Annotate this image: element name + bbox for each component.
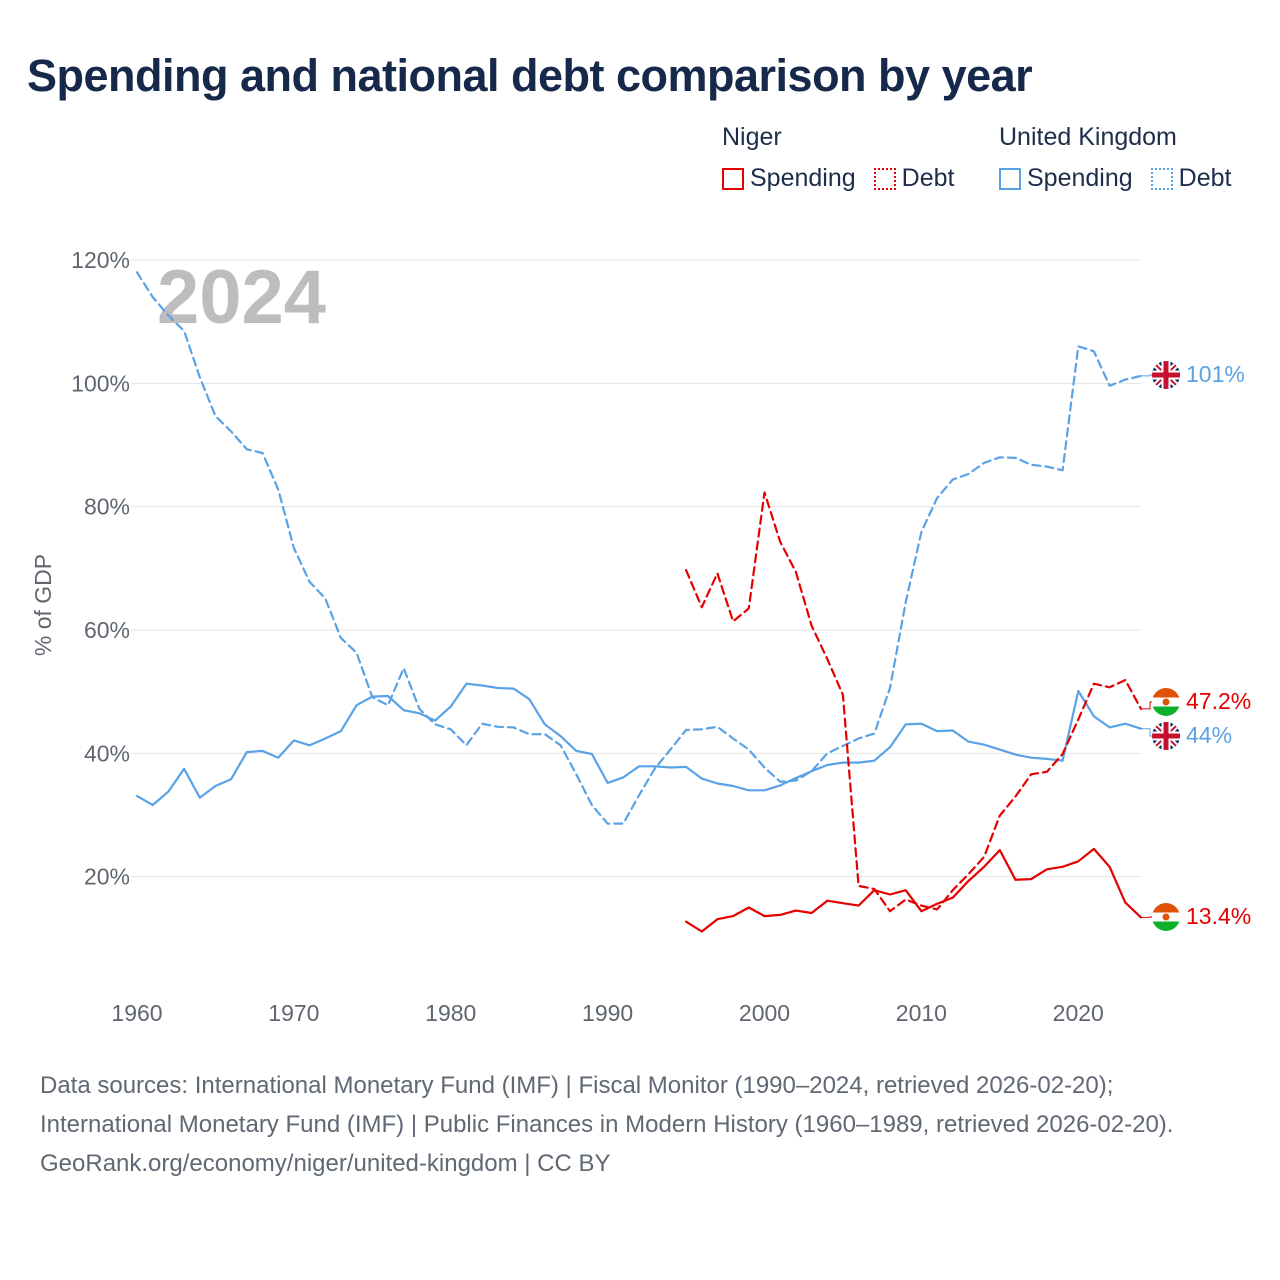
end-label-connectors: [1141, 374, 1152, 918]
page-title: Spending and national debt comparison by…: [27, 50, 1033, 101]
legend-item-niger-spending[interactable]: Spending: [722, 164, 856, 193]
legend-niger: Niger Spending Debt: [722, 123, 954, 193]
flag-niger-debt: [1152, 688, 1180, 716]
y-tick-label: 120%: [71, 247, 130, 273]
x-axis: 1960 1970 1980 1990 2000 2010 2020: [111, 1000, 1103, 1026]
series-line-united-kingdom-debt[interactable]: [135, 271, 1143, 825]
flag-niger-spending: [1152, 903, 1180, 931]
end-label-uk-spending: 44%: [1186, 722, 1232, 748]
x-tick-label: 1970: [268, 1000, 319, 1026]
y-axis: 20% 40% 60% 80% 100% 120%: [71, 247, 130, 890]
y-tick-label: 100%: [71, 370, 130, 396]
flag-uk-debt: [1152, 361, 1180, 389]
x-tick-label: 2020: [1053, 1000, 1104, 1026]
x-tick-label: 1980: [425, 1000, 476, 1026]
legend-label-niger-debt: Debt: [901, 164, 955, 192]
x-tick-label: 1990: [582, 1000, 633, 1026]
y-axis-title: % of GDP: [30, 554, 56, 656]
legend-swatch-niger-debt: [873, 167, 896, 190]
legend-swatch-uk-spending: [999, 167, 1021, 190]
legend-item-uk-spending[interactable]: Spending: [999, 164, 1133, 193]
legend-uk-title: United Kingdom: [999, 123, 1177, 151]
connector-united-kingdom-debt: [1141, 374, 1152, 377]
niger-flag-icon: [1152, 688, 1180, 716]
series-line-niger-debt[interactable]: [684, 491, 1143, 913]
year-watermark: 2024: [157, 255, 326, 340]
connector-united-kingdom-spending: [1141, 728, 1152, 737]
line-chart: 20% 40% 60% 80% 100% 120% 1960 1970 1980 1990 200…: [30, 247, 1251, 1026]
y-tick-label: 40%: [84, 740, 130, 766]
x-tick-label: 2000: [739, 1000, 790, 1026]
legend-uk: United Kingdom Spending Debt: [999, 123, 1231, 193]
legend-swatch-uk-debt: [1150, 167, 1173, 190]
data-sources: Data sources: International Monetary Fun…: [40, 1072, 1174, 1138]
connector-niger-debt: [1141, 701, 1152, 710]
end-label-niger-spending: 13.4%: [1186, 903, 1251, 929]
y-tick-label: 20%: [84, 864, 130, 890]
y-tick-label: 80%: [84, 494, 130, 520]
uk-flag-icon: [1152, 722, 1180, 750]
grid-lines: [131, 259, 1141, 878]
flag-uk-spending: [1152, 722, 1180, 750]
series-line-niger-spending[interactable]: [684, 847, 1143, 933]
niger-flag-icon: [1152, 903, 1180, 931]
end-label-niger-debt: 47.2%: [1186, 688, 1251, 714]
legend-label-niger-spending: Spending: [750, 164, 856, 192]
legend-niger-title: Niger: [722, 123, 782, 151]
x-tick-label: 1960: [111, 1000, 162, 1026]
legend-item-niger-debt[interactable]: Debt: [873, 164, 955, 193]
series-lines: [135, 271, 1143, 933]
legend-label-uk-spending: Spending: [1027, 164, 1133, 192]
legend-item-uk-debt[interactable]: Debt: [1150, 164, 1232, 193]
uk-flag-icon: [1152, 361, 1180, 389]
series-line-united-kingdom-spending[interactable]: [135, 682, 1143, 807]
legend-swatch-niger-spending: [722, 167, 744, 190]
credit-line: GeoRank.org/economy/niger/united-kingdom…: [40, 1150, 611, 1177]
legend-label-uk-debt: Debt: [1178, 164, 1232, 192]
y-tick-label: 60%: [84, 617, 130, 643]
footer: Data sources: International Monetary Fun…: [40, 1066, 1240, 1183]
x-tick-label: 2010: [896, 1000, 947, 1026]
end-label-uk-debt: 101%: [1186, 361, 1245, 387]
